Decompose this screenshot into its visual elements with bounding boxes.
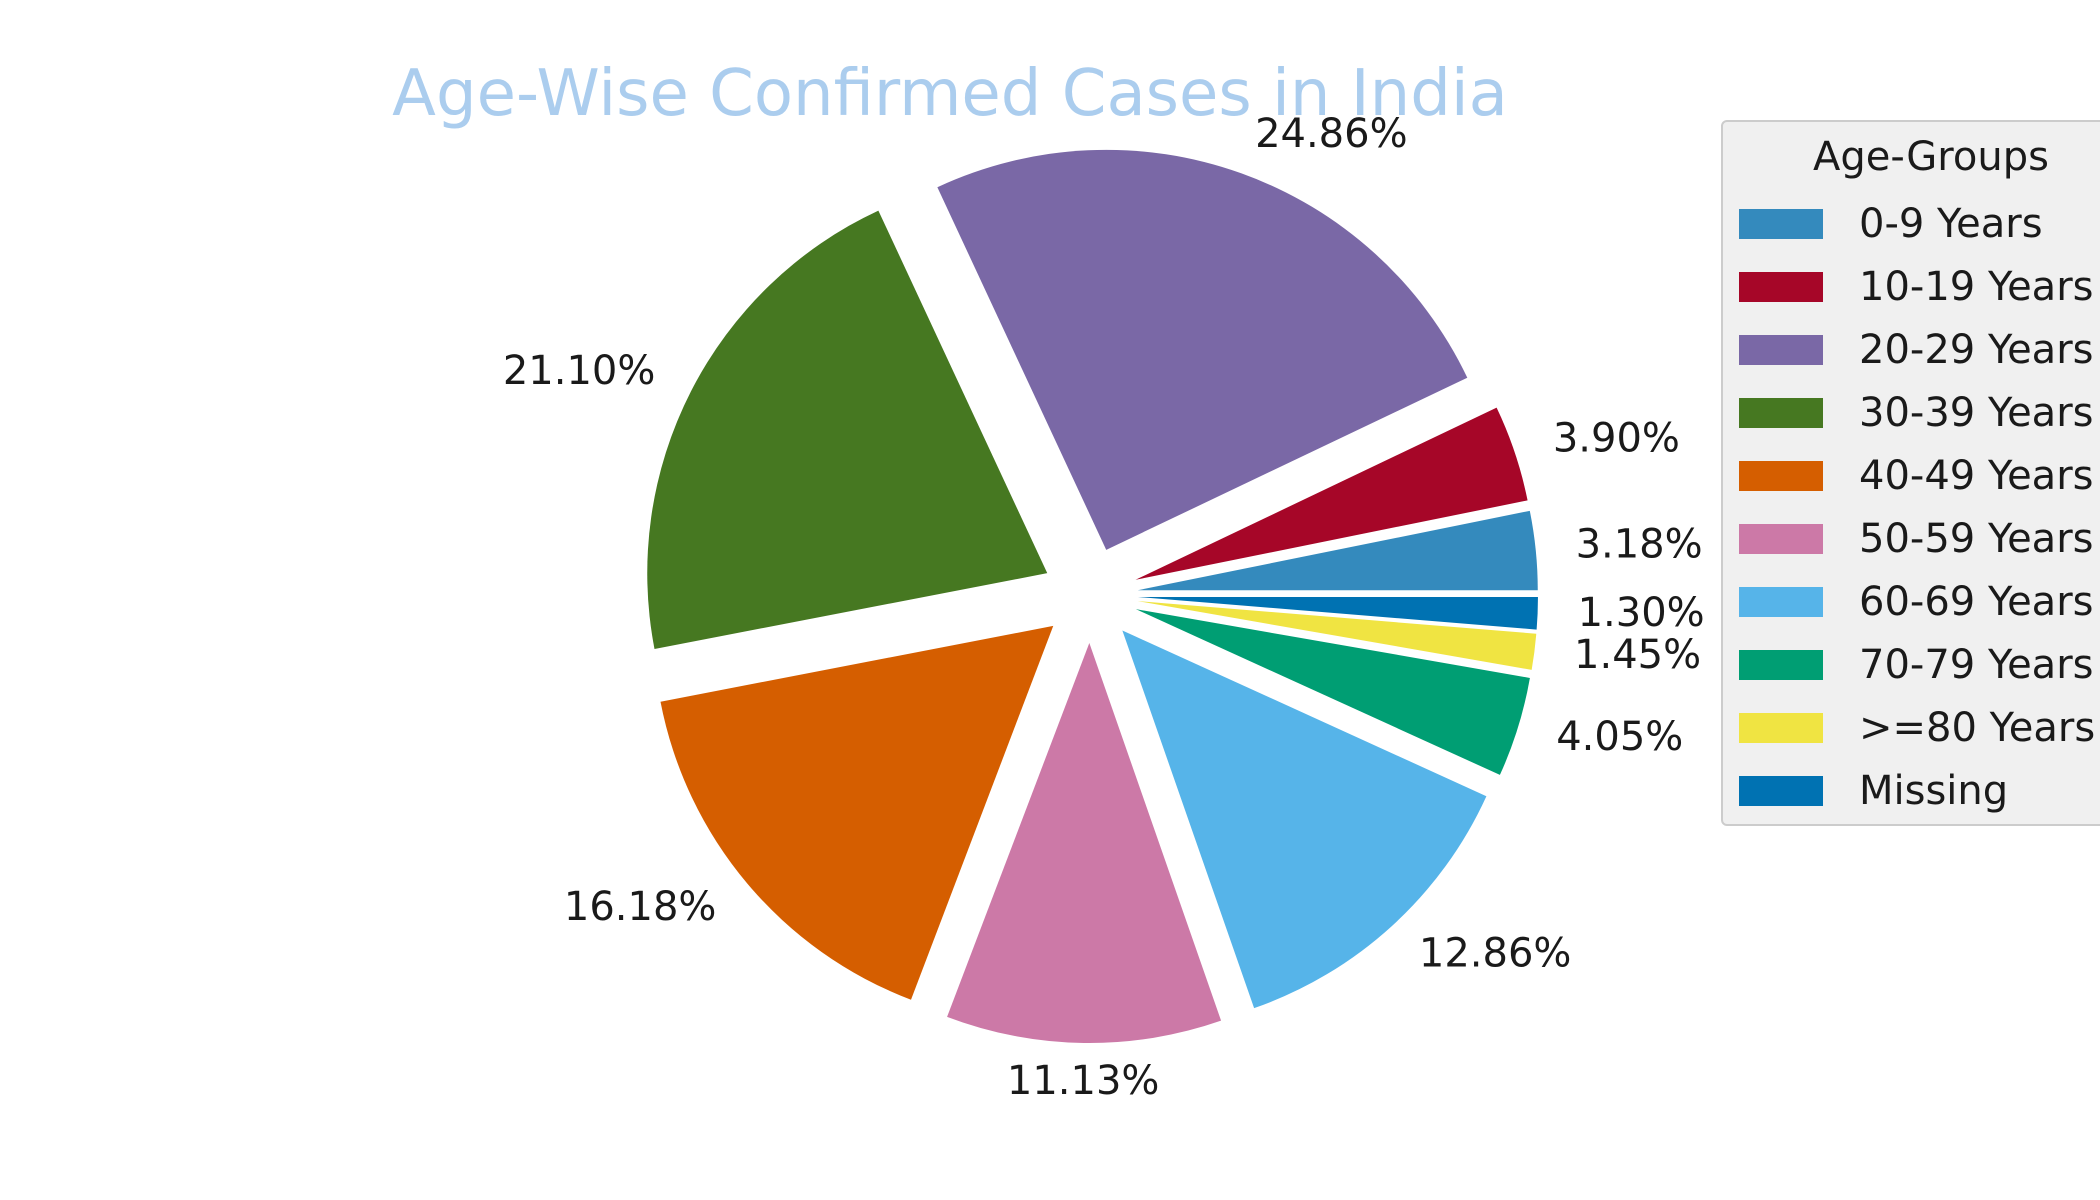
legend-label: 10-19 Years bbox=[1859, 263, 2094, 310]
pie-label-80-years: 1.45% bbox=[1574, 632, 1701, 678]
legend-item-70-79-years: 70-79 Years bbox=[1723, 633, 2100, 696]
pie-label-missing: 1.30% bbox=[1578, 590, 1705, 636]
pie-slice-20-29-years bbox=[937, 149, 1468, 550]
legend-swatch bbox=[1739, 649, 1823, 680]
pie-slice-10-19-years bbox=[1135, 407, 1528, 580]
legend-label: 50-59 Years bbox=[1859, 515, 2094, 562]
legend-item-60-69-years: 60-69 Years bbox=[1723, 570, 2100, 633]
pie-slice-70-79-years bbox=[1135, 609, 1530, 775]
legend-label: 20-29 Years bbox=[1859, 326, 2094, 373]
pie-label-50-59-years: 11.13% bbox=[1007, 1058, 1160, 1104]
legend-item-0-9-years: 0-9 Years bbox=[1723, 192, 2100, 255]
legend-swatch bbox=[1739, 523, 1823, 554]
legend-label: 30-39 Years bbox=[1859, 389, 2094, 436]
chart-title: Age-Wise Confirmed Cases in India bbox=[392, 57, 1508, 131]
legend-label: Missing bbox=[1859, 767, 2009, 814]
pie-label-0-9-years: 3.18% bbox=[1576, 521, 1703, 567]
legend-swatch bbox=[1739, 586, 1823, 617]
pie-label-30-39-years: 21.10% bbox=[503, 348, 656, 394]
legend-label: 40-49 Years bbox=[1859, 452, 2094, 499]
legend-item-40-49-years: 40-49 Years bbox=[1723, 444, 2100, 507]
pie-slices bbox=[647, 149, 1538, 1043]
pie-slice-40-49-years bbox=[660, 625, 1054, 1000]
legend-items: 0-9 Years 10-19 Years 20-29 Years 30-39 Yea… bbox=[1723, 192, 2100, 822]
slice-percentage-labels: 3.18% 3.90% 24.86% 21.10% 16.18% 11.13% 12.86%… bbox=[503, 111, 1705, 1104]
pie-slice-50-59-years bbox=[947, 642, 1222, 1043]
pie-label-60-69-years: 12.86% bbox=[1419, 930, 1572, 976]
legend-label: 70-79 Years bbox=[1859, 641, 2094, 688]
pie-slice-30-39-years bbox=[647, 210, 1048, 649]
legend-item-50-59-years: 50-59 Years bbox=[1723, 507, 2100, 570]
pie-label-20-29-years: 24.86% bbox=[1255, 111, 1408, 157]
legend-swatch bbox=[1739, 397, 1823, 428]
pie-slice-0-9-years bbox=[1137, 510, 1538, 591]
legend-swatch bbox=[1739, 271, 1823, 302]
legend-label: 0-9 Years bbox=[1859, 200, 2043, 247]
legend-item-missing: Missing bbox=[1723, 759, 2100, 822]
legend-item-80-years: >=80 Years bbox=[1723, 696, 2100, 759]
legend-title: Age-Groups bbox=[1813, 134, 2049, 180]
legend: Age-Groups 0-9 Years 10-19 Years 20-29 Yea… bbox=[1721, 120, 2100, 826]
legend-swatch bbox=[1739, 334, 1823, 365]
legend-swatch bbox=[1739, 208, 1823, 239]
legend-swatch bbox=[1739, 460, 1823, 491]
pie-slice-missing bbox=[1137, 596, 1538, 630]
pie-label-10-19-years: 3.90% bbox=[1553, 415, 1680, 461]
legend-label: >=80 Years bbox=[1859, 704, 2096, 751]
legend-item-30-39-years: 30-39 Years bbox=[1723, 381, 2100, 444]
legend-swatch bbox=[1739, 712, 1823, 743]
pie-label-70-79-years: 4.05% bbox=[1556, 714, 1683, 760]
pie-slice-60-69-years bbox=[1122, 630, 1487, 1009]
legend-item-20-29-years: 20-29 Years bbox=[1723, 318, 2100, 381]
pie-slice-80-years bbox=[1137, 601, 1537, 670]
legend-label: 60-69 Years bbox=[1859, 578, 2094, 625]
legend-swatch bbox=[1739, 775, 1823, 806]
legend-item-10-19-years: 10-19 Years bbox=[1723, 255, 2100, 318]
pie-label-40-49-years: 16.18% bbox=[564, 884, 717, 930]
